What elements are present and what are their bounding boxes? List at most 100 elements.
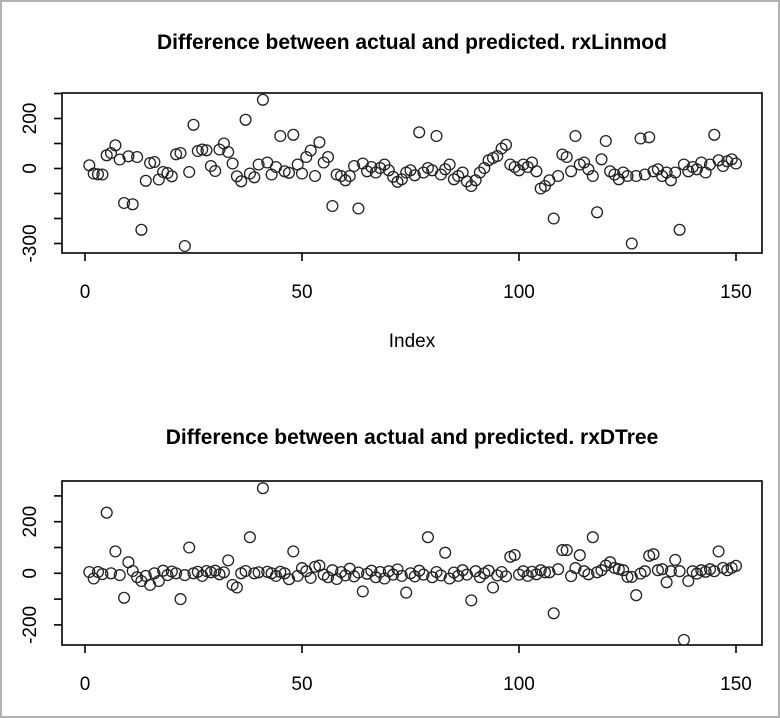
data-point [621,169,634,183]
data-point [443,158,456,171]
data-point [712,545,725,558]
data-point [617,564,630,577]
data-point [695,156,708,169]
data-point [391,563,404,576]
plot2-title: Difference between actual and predicted.… [166,426,659,449]
plot1-x-axis-label: Index [389,331,436,352]
data-point [135,223,148,236]
data-point [209,564,222,577]
data-point [617,166,630,179]
data-point [395,173,408,186]
data-point [512,568,526,581]
data-point [365,564,378,577]
data-point [308,169,322,183]
data-point [339,569,352,582]
data-point [443,572,456,585]
data-point [638,168,651,181]
data-point [230,581,243,594]
data-point [530,568,543,581]
data-point [582,568,595,581]
data-point [499,138,513,151]
data-point [400,586,413,599]
data-point [439,546,452,559]
data-point [495,142,508,155]
y-tick-label: -200 [20,606,41,644]
data-point [374,565,387,579]
data-point [690,163,703,176]
data-point [239,113,252,126]
data-point [126,564,139,578]
data-point [660,576,673,589]
data-point [556,544,569,557]
data-point [256,482,269,495]
data-point [287,545,300,558]
data-point [209,164,222,178]
data-point [131,150,144,164]
data-point [113,569,126,582]
data-point [239,564,252,578]
data-point [256,93,269,106]
data-point [287,128,300,141]
data-point [304,144,317,157]
data-point [131,571,144,584]
data-point [356,585,369,598]
data-point [417,568,430,581]
data-point [382,565,395,578]
data-point [708,128,721,141]
data-point [595,564,608,577]
data-point [473,571,486,584]
y-tick-label: -300 [20,224,41,262]
data-point [625,237,638,250]
data-point [413,126,426,139]
data-point [222,554,235,567]
data-point [191,565,204,578]
data-point [139,174,152,187]
data-point [543,566,556,579]
data-point [187,118,200,131]
data-point [651,564,664,577]
data-point [729,157,743,170]
data-point [326,199,339,213]
data-point [313,136,326,149]
data-point [413,564,426,577]
data-point [183,541,196,554]
data-point [521,569,534,582]
data-point [118,591,131,604]
data-point [595,153,608,166]
x-tick-label: 0 [80,282,91,303]
data-point [343,169,356,183]
data-point [83,565,96,579]
data-point [586,169,599,183]
data-point [656,563,669,576]
data-point [243,531,256,544]
plot2-axes: 0 50 100 150 200 0 -200 [20,480,763,695]
data-point [122,150,135,163]
data-point [669,166,682,179]
data-point [170,567,183,580]
data-point [560,150,573,164]
data-point [361,165,374,178]
data-point [248,171,261,184]
data-point [161,569,174,582]
data-point [348,159,361,173]
data-point [222,145,235,159]
data-point [460,568,473,581]
data-point [473,166,486,179]
data-point [104,567,118,580]
data-point [682,165,695,178]
data-point [335,565,348,579]
data-point [552,563,565,576]
data-point [235,175,248,188]
x-tick-label: 150 [720,674,752,695]
data-point [586,531,599,544]
data-point [625,570,638,583]
data-point [252,566,265,579]
data-point [152,574,165,588]
data-point [430,129,443,143]
y-tick-label: 200 [20,103,41,135]
data-point [552,169,565,183]
data-point [621,570,634,583]
data-point [165,170,178,183]
data-point [335,169,348,183]
